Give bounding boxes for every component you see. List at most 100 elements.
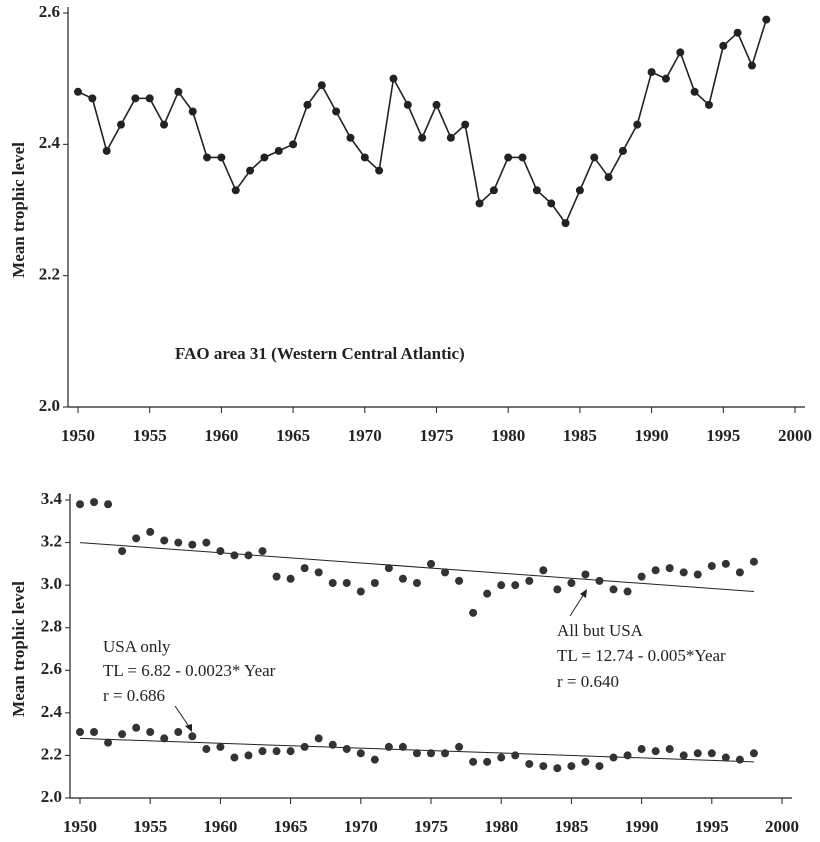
y-tick-label: 2.0 <box>39 396 60 415</box>
data-point <box>145 94 154 103</box>
data-point <box>246 166 255 175</box>
data-point <box>174 87 183 96</box>
data-point <box>244 751 253 760</box>
data-point <box>360 153 369 162</box>
data-point <box>553 585 562 594</box>
data-point <box>633 120 642 129</box>
data-point <box>539 566 548 575</box>
annotation: FAO area 31 (Western Central Atlantic) <box>175 344 465 363</box>
y-tick-label: 3.0 <box>41 574 62 593</box>
data-point <box>719 41 728 50</box>
data-point <box>581 757 590 766</box>
data-point <box>398 574 407 583</box>
y-tick-label: 3.4 <box>41 489 63 508</box>
data-point <box>398 742 407 751</box>
data-point <box>314 734 323 743</box>
data-point <box>511 581 520 590</box>
correlation: r = 0.640 <box>557 672 619 691</box>
data-point <box>104 738 113 747</box>
data-point <box>328 579 337 588</box>
data-point <box>721 753 730 762</box>
arrow-head <box>580 589 587 598</box>
data-point <box>174 538 183 547</box>
x-tick-label: 1980 <box>491 426 525 445</box>
data-point <box>412 579 421 588</box>
data-point <box>609 585 618 594</box>
data-point <box>567 762 576 771</box>
data-point <box>375 166 384 175</box>
y-tick-label: 2.2 <box>41 744 62 763</box>
data-point <box>384 564 393 573</box>
x-tick-label: 1955 <box>133 817 167 836</box>
data-point <box>721 559 730 568</box>
data-point <box>762 15 771 24</box>
data-point <box>258 547 267 556</box>
data-point <box>747 61 756 70</box>
data-point <box>384 742 393 751</box>
data-point <box>332 107 341 116</box>
data-point <box>590 153 599 162</box>
data-point <box>370 579 379 588</box>
data-point <box>441 749 450 758</box>
data-point <box>188 732 197 741</box>
data-point <box>117 120 126 129</box>
data-point <box>651 747 660 756</box>
equation: TL = 6.82 - 0.0023* Year <box>103 661 276 680</box>
y-tick-label: 3.2 <box>41 531 62 550</box>
data-point <box>595 576 604 585</box>
x-tick-label: 1965 <box>276 426 310 445</box>
x-tick-label: 1990 <box>625 817 659 836</box>
data-point <box>244 551 253 560</box>
data-point <box>146 527 155 536</box>
data-point <box>403 100 412 109</box>
data-point <box>469 757 478 766</box>
data-point <box>581 570 590 579</box>
data-point <box>102 146 111 155</box>
data-point <box>623 587 632 596</box>
data-point <box>497 753 506 762</box>
data-point <box>74 87 82 96</box>
data-point <box>314 568 323 577</box>
data-point <box>216 742 225 751</box>
data-point <box>370 755 379 764</box>
data-point <box>389 74 398 83</box>
data-point <box>160 120 169 129</box>
x-tick-label: 1950 <box>61 426 95 445</box>
data-point <box>461 120 470 129</box>
data-point <box>203 153 212 162</box>
data-point <box>286 747 295 756</box>
data-point <box>489 186 498 195</box>
x-tick-label: 1985 <box>554 817 588 836</box>
data-point <box>539 762 548 771</box>
data-point <box>561 219 570 228</box>
data-point <box>733 28 742 37</box>
data-point <box>274 146 283 155</box>
data-point <box>230 551 239 560</box>
x-tick-label: 1950 <box>63 817 97 836</box>
data-point <box>258 747 267 756</box>
x-tick-label: 1970 <box>344 817 378 836</box>
data-point <box>427 559 435 568</box>
data-point <box>511 751 520 760</box>
data-point <box>604 173 613 182</box>
data-point <box>441 568 450 577</box>
data-point <box>532 186 541 195</box>
data-point <box>356 749 365 758</box>
data-point <box>328 740 337 749</box>
data-point <box>547 199 556 208</box>
series-label: All but USA <box>557 621 644 640</box>
data-point <box>618 146 627 155</box>
x-tick-label: 2000 <box>778 426 812 445</box>
data-point <box>665 564 674 573</box>
data-point <box>174 728 183 737</box>
data-point <box>90 728 99 737</box>
data-point <box>88 94 97 103</box>
data-point <box>609 753 618 762</box>
data-point <box>455 576 464 585</box>
data-point <box>455 742 464 751</box>
x-tick-label: 1975 <box>414 817 448 836</box>
data-point <box>418 133 427 142</box>
data-point <box>412 749 421 758</box>
data-point <box>665 745 674 754</box>
data-point <box>286 574 295 583</box>
